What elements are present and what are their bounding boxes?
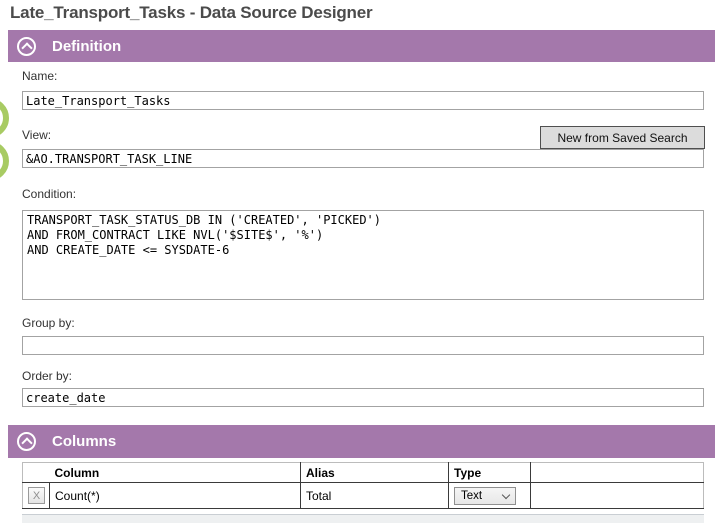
condition-textarea[interactable]: TRANSPORT_TASK_STATUS_DB IN ('CREATED', …	[22, 210, 704, 300]
columns-section-label: Columns	[52, 433, 117, 450]
chevron-down-icon	[501, 490, 511, 499]
clipped-green-circle-icon	[0, 141, 9, 181]
condition-label: Condition:	[22, 187, 77, 201]
columns-table: Column Alias Type X Count(*) Total Text	[22, 462, 704, 509]
name-label: Name:	[22, 69, 58, 83]
chevron-up-icon	[20, 437, 33, 449]
definition-section-label: Definition	[52, 37, 122, 55]
column-header: Column	[49, 462, 301, 483]
delete-row-button[interactable]: X	[28, 487, 45, 504]
clipped-green-circle-icon	[0, 98, 9, 138]
window-title: Late_Transport_Tasks - Data Source Desig…	[10, 3, 373, 22]
chevron-up-icon	[20, 41, 33, 54]
group-by-input[interactable]	[22, 336, 704, 355]
type-cell: Text	[448, 482, 531, 509]
alias-cell[interactable]: Total	[300, 482, 449, 509]
column-cell[interactable]: Count(*)	[49, 482, 301, 509]
collapse-definition-chevron-up-circle-icon[interactable]	[17, 36, 36, 56]
group-by-label: Group by:	[22, 316, 75, 330]
view-input[interactable]	[22, 149, 704, 168]
order-by-label: Order by:	[22, 369, 73, 383]
name-input[interactable]	[22, 91, 704, 110]
spacer-header	[530, 462, 704, 483]
table-header-row: Column Alias Type	[22, 462, 704, 483]
definition-section-header[interactable]: Definition	[8, 30, 715, 62]
columns-section-header[interactable]: Columns	[8, 425, 715, 458]
table-empty-row[interactable]	[22, 514, 704, 523]
type-select[interactable]: Text	[454, 486, 516, 505]
alias-header: Alias	[300, 462, 449, 483]
view-label: View:	[22, 128, 52, 142]
type-select-value: Text	[461, 489, 483, 502]
new-from-saved-search-button[interactable]: New from Saved Search	[540, 126, 705, 149]
table-row: X Count(*) Total Text	[22, 482, 704, 509]
delete-cell: X	[22, 482, 50, 509]
empty-cell	[530, 482, 704, 509]
order-by-input[interactable]	[22, 388, 704, 407]
collapse-columns-chevron-up-circle-icon[interactable]	[17, 432, 36, 451]
delete-column-header	[22, 462, 50, 483]
type-header: Type	[448, 462, 531, 483]
